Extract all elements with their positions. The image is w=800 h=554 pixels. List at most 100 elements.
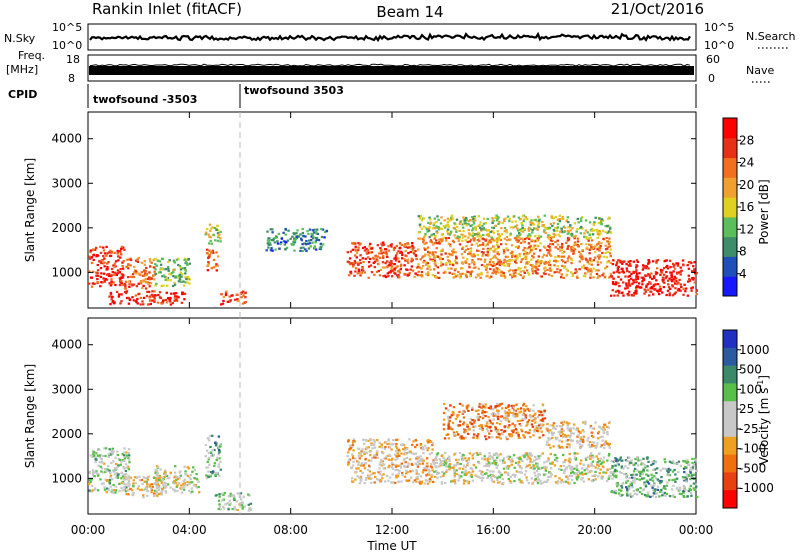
cpid-segment-1: twofsound -3503 [93, 93, 197, 106]
data-cell-r5 [360, 454, 363, 457]
data-cell-r7 [494, 405, 497, 408]
data-cell-r6 [219, 237, 222, 240]
data-cell-r0 [110, 274, 113, 277]
data-cell-r7 [394, 256, 397, 259]
data-cell-r7 [412, 246, 415, 249]
data-cell-r9 [463, 219, 467, 222]
data-cell-r8 [514, 255, 517, 258]
data-cell-r7 [487, 406, 491, 410]
data-cell-r9 [471, 229, 474, 232]
data-cell-r9 [585, 235, 588, 238]
data-cell-r11 [282, 240, 286, 243]
data-cell-r10 [611, 282, 615, 285]
data-cell-r8 [552, 259, 556, 262]
data-cell-r6 [570, 469, 573, 472]
data-cell-r5 [208, 254, 211, 257]
data-cell-r7 [499, 415, 502, 418]
data-cell-r6 [536, 482, 540, 485]
data-cell-r7 [411, 244, 414, 247]
data-cell-r6 [454, 464, 457, 467]
data-cell-r8 [579, 431, 582, 434]
data-cell-r6 [460, 455, 464, 458]
data-cell-r9 [663, 491, 666, 494]
data-cell-r5 [356, 475, 359, 478]
data-cell-r8 [602, 272, 605, 275]
data-cell-r7 [481, 409, 484, 412]
data-cell-r11 [312, 237, 315, 240]
data-cell-r2 [172, 275, 175, 278]
data-cell-r0 [108, 448, 111, 451]
data-cell-r8 [458, 243, 462, 246]
data-cell-r3 [176, 295, 179, 298]
data-cell-r7 [488, 419, 491, 422]
data-cell-r11 [284, 248, 287, 251]
data-cell-r11 [308, 242, 312, 245]
data-cell-r9 [695, 469, 698, 472]
data-cell-r8 [426, 246, 430, 249]
data-cell-r6 [480, 457, 484, 460]
data-cell-r7 [447, 437, 451, 440]
data-cell-r0 [92, 270, 95, 273]
data-cell-r7 [447, 417, 450, 420]
data-cell-r6 [534, 474, 537, 477]
power-colorbar-swatch [723, 276, 737, 297]
data-cell-r7 [513, 424, 517, 427]
data-cell-r9 [653, 483, 656, 486]
data-cell-r9 [670, 488, 674, 491]
data-cell-r8 [417, 263, 420, 266]
data-cell-r11 [311, 229, 315, 232]
data-cell-r4 [222, 299, 225, 302]
data-cell-r8 [570, 246, 573, 249]
data-cell-r7 [502, 417, 506, 420]
data-cell-r8 [601, 251, 604, 255]
data-cell-r6 [525, 452, 528, 455]
data-cell-r8 [446, 255, 449, 258]
data-cell-r7 [361, 257, 364, 260]
data-cell-r9 [618, 494, 622, 497]
data-cell-r9 [620, 486, 624, 489]
data-cell-r2 [172, 488, 175, 491]
data-cell-r9 [449, 232, 452, 235]
data-cell-r8 [482, 253, 485, 256]
data-cell-r9 [548, 227, 552, 230]
data-cell-r5 [376, 450, 379, 453]
data-cell-r8 [469, 275, 472, 278]
data-cell-r5 [426, 440, 429, 443]
data-cell-r9 [455, 230, 458, 233]
data-cell-r5 [397, 464, 400, 468]
data-cell-r7 [462, 411, 465, 414]
data-cell-r7 [529, 408, 532, 411]
data-cell-r8 [585, 247, 588, 250]
data-cell-r5 [370, 473, 373, 476]
data-cell-r8 [452, 262, 455, 265]
data-cell-r2 [178, 265, 182, 268]
data-cell-r10 [621, 291, 624, 294]
data-cell-r5 [419, 482, 423, 485]
data-cell-r1 [129, 275, 132, 278]
data-cell-r7 [516, 408, 520, 411]
data-cell-r9 [620, 466, 624, 469]
data-cell-r6 [219, 240, 222, 243]
data-cell-r8 [597, 269, 600, 272]
data-cell-r7 [354, 242, 357, 245]
data-cell-r9 [684, 488, 687, 491]
data-cell-r8 [420, 267, 423, 270]
data-cell-r8 [566, 424, 569, 427]
data-cell-r6 [520, 467, 523, 470]
data-cell-r1 [150, 277, 153, 280]
data-cell-r1 [144, 278, 147, 281]
data-cell-r4 [248, 494, 251, 497]
data-cell-r9 [612, 471, 615, 474]
data-cell-r7 [512, 431, 515, 434]
data-cell-r9 [558, 235, 561, 238]
data-cell-r8 [570, 262, 573, 265]
data-cell-r7 [397, 260, 401, 263]
data-cell-r6 [601, 461, 604, 464]
data-cell-r9 [542, 224, 545, 227]
data-cell-r3 [148, 296, 151, 299]
data-cell-r7 [397, 257, 400, 260]
data-cell-r8 [417, 237, 420, 240]
data-cell-r10 [679, 270, 682, 273]
data-cell-r6 [445, 465, 448, 468]
data-cell-r7 [409, 250, 412, 254]
